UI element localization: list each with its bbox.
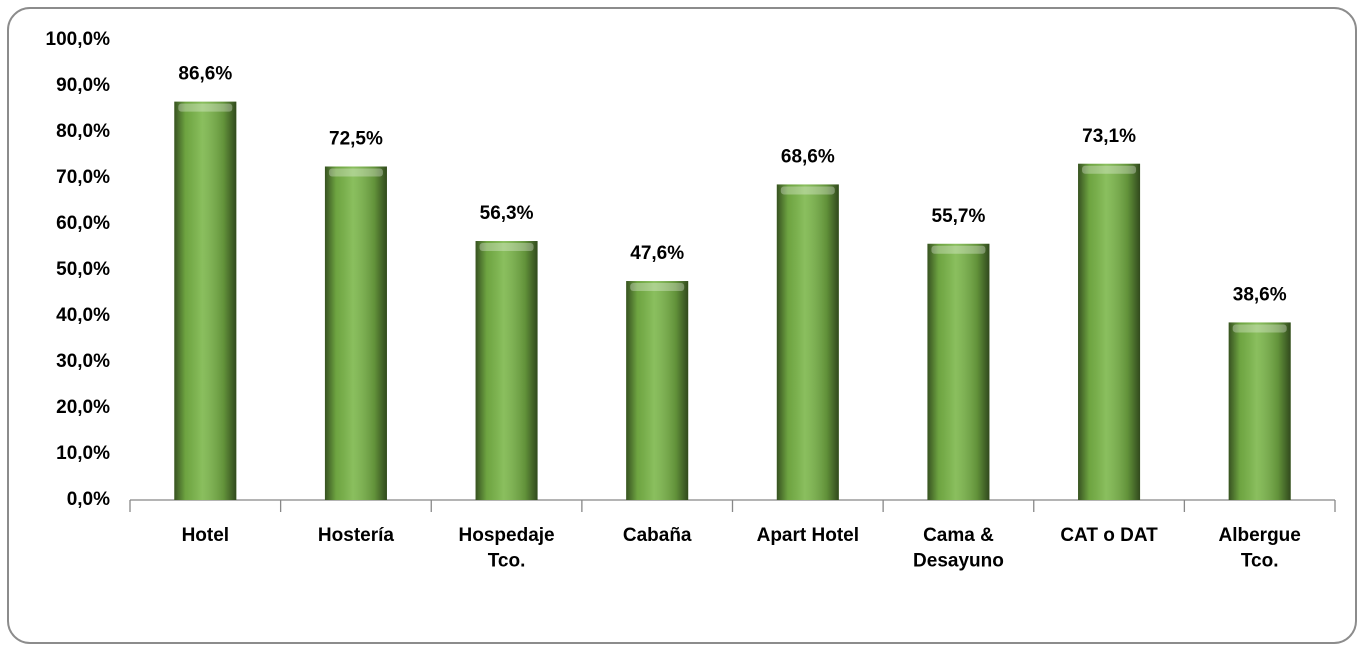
x-tick-label: Albergue Tco. [1219, 525, 1301, 572]
bar [776, 184, 839, 500]
y-tick-label: 30,0% [56, 351, 110, 372]
y-tick-label: 70,0% [56, 167, 110, 188]
data-label: 47,6% [630, 243, 684, 264]
data-label: 73,1% [1082, 126, 1136, 147]
data-label: 72,5% [329, 129, 383, 150]
y-tick-label: 80,0% [56, 121, 110, 142]
y-tick-label: 100,0% [46, 29, 111, 50]
bar [626, 281, 689, 500]
data-label: 56,3% [480, 203, 534, 224]
x-tick-label: Hostería [318, 525, 394, 546]
y-tick-label: 50,0% [56, 259, 110, 280]
x-tick-label: Apart Hotel [757, 525, 859, 546]
x-tick-label: Hospedaje Tco. [459, 525, 555, 572]
y-tick-label: 10,0% [56, 443, 110, 464]
bar [324, 166, 387, 500]
data-label: 38,6% [1233, 284, 1287, 305]
y-tick-label: 20,0% [56, 397, 110, 418]
x-tick-label: Hotel [182, 525, 230, 546]
x-tick-label: Cama & Desayuno [913, 525, 1004, 572]
y-tick-label: 60,0% [56, 213, 110, 234]
y-tick-label: 90,0% [56, 75, 110, 96]
y-tick-label: 0,0% [67, 489, 110, 510]
bar [174, 101, 237, 500]
bar [1228, 322, 1291, 500]
bar [475, 241, 538, 500]
data-label: 68,6% [781, 146, 835, 167]
x-tick-label: CAT o DAT [1060, 525, 1158, 546]
data-label: 55,7% [932, 206, 986, 227]
y-tick-label: 40,0% [56, 305, 110, 326]
bar [927, 243, 990, 500]
x-tick-label: Cabaña [623, 525, 692, 546]
data-label: 86,6% [178, 64, 232, 85]
bar [1078, 163, 1141, 501]
